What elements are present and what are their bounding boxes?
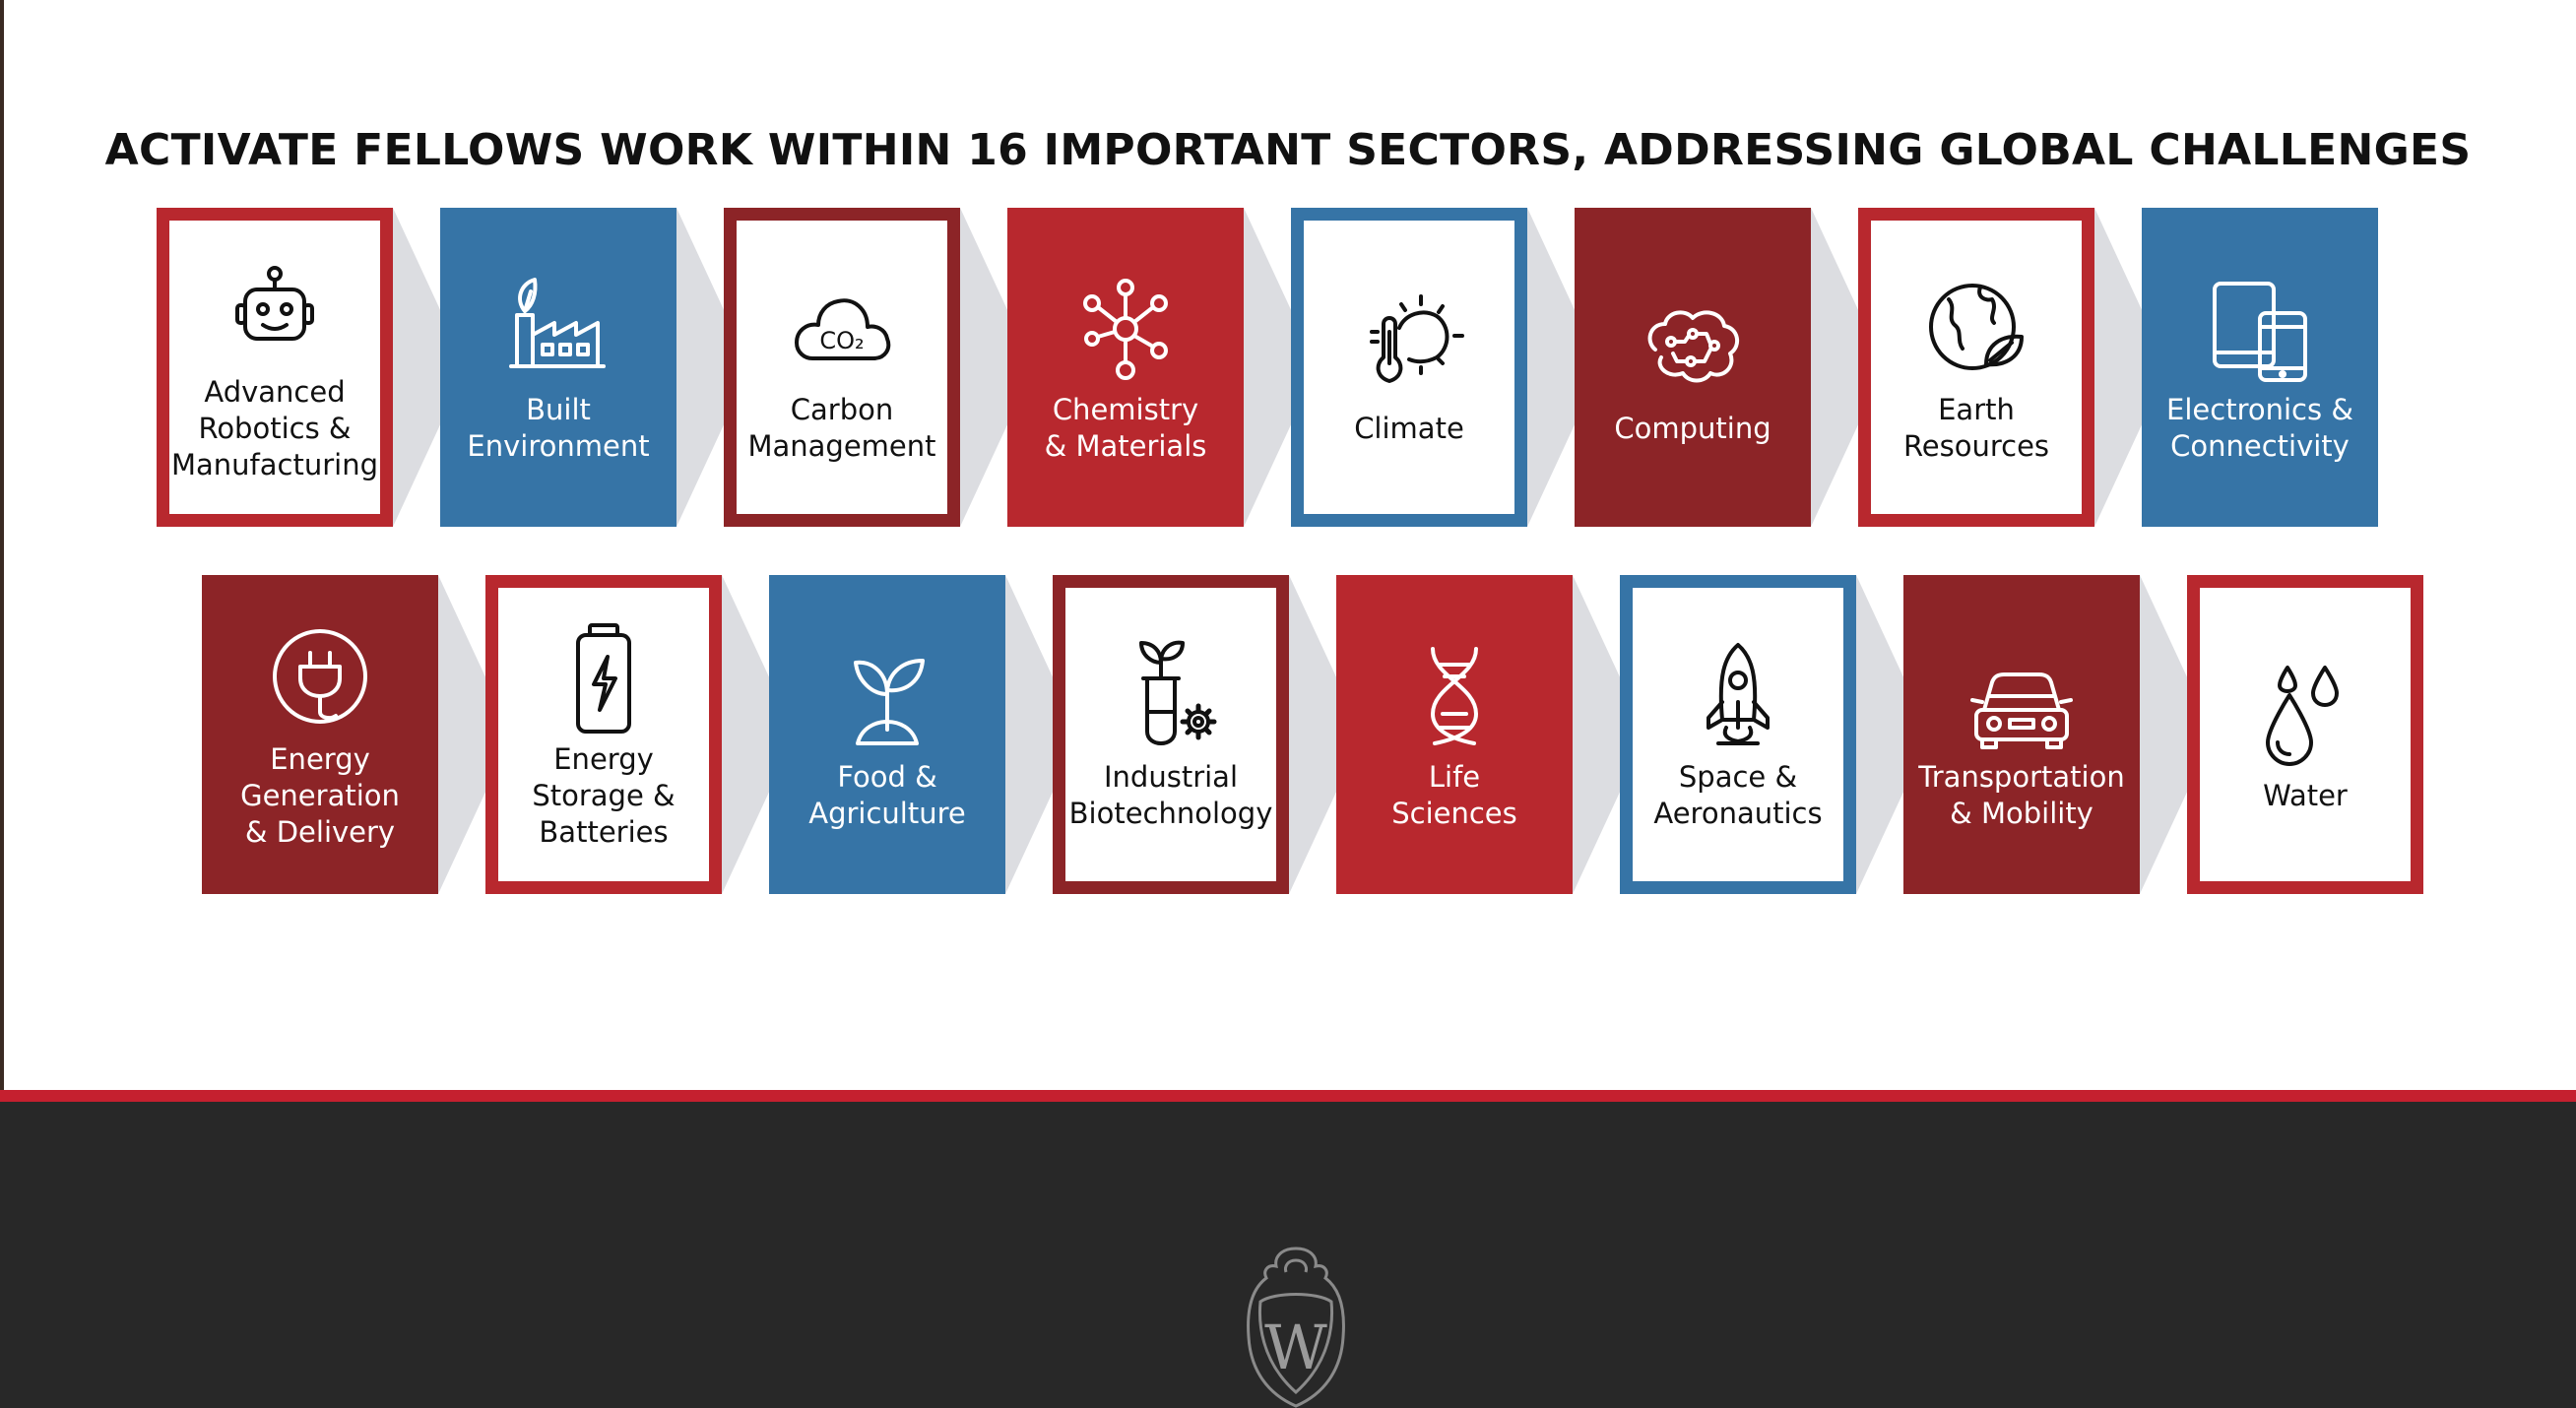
sector-tile-space-aeronautics: Space & Aeronautics bbox=[1620, 575, 1856, 894]
tile-body: Built Environment bbox=[440, 208, 676, 527]
car-icon bbox=[1970, 672, 2073, 749]
sector-tile-carbon-management: CO₂ Carbon Management bbox=[724, 208, 960, 527]
plug-icon bbox=[273, 628, 367, 724]
sector-label: Space & Aeronautics bbox=[1653, 760, 1823, 830]
sector-tile-earth-resources: Earth Resources bbox=[1858, 208, 2094, 527]
sector-label: Climate bbox=[1354, 411, 1464, 445]
tile-fold-shadow bbox=[1244, 208, 1291, 527]
tile-body: Transportation & Mobility bbox=[1903, 575, 2140, 894]
sector-tile-food-agriculture: Food & Agriculture bbox=[769, 575, 1005, 894]
factory-icon bbox=[509, 278, 606, 368]
page-title: ACTIVATE FELLOWS WORK WITHIN 16 IMPORTAN… bbox=[104, 125, 2472, 176]
water-drops-icon bbox=[2266, 665, 2339, 766]
sector-label: Life Sciences bbox=[1391, 760, 1517, 830]
svg-text:CO₂: CO₂ bbox=[819, 327, 864, 354]
rocket-icon bbox=[1707, 643, 1770, 745]
tile-body: Industrial Biotechnology bbox=[1065, 588, 1276, 881]
sectors-row-1: Advanced Robotics & Manufacturing Built E… bbox=[157, 208, 2382, 527]
sector-label: Chemistry & Materials bbox=[1044, 393, 1207, 463]
university-crest-icon: W bbox=[1247, 1247, 1345, 1408]
tile-fold-shadow bbox=[1527, 208, 1575, 527]
molecule-icon bbox=[1083, 279, 1168, 380]
tile-fold-shadow bbox=[2094, 208, 2142, 527]
svg-text:W: W bbox=[1264, 1312, 1327, 1383]
footer bbox=[0, 1102, 2576, 1408]
sector-label: Water bbox=[2263, 778, 2348, 812]
tile-body: Food & Agriculture bbox=[769, 575, 1005, 894]
robot-icon bbox=[235, 265, 314, 341]
sector-label: Energy Generation & Delivery bbox=[240, 741, 400, 849]
footer-accent-stripe bbox=[0, 1090, 2576, 1102]
sector-tile-electronics-connectivity: Electronics & Connectivity bbox=[2142, 208, 2378, 527]
tile-body: Earth Resources bbox=[1871, 221, 2082, 514]
tile-body: Water bbox=[2200, 588, 2411, 881]
sector-tile-life-sciences: Life Sciences bbox=[1336, 575, 1573, 894]
tile-body: Life Sciences bbox=[1336, 575, 1573, 894]
sector-label: Carbon Management bbox=[747, 393, 936, 463]
sprout-icon bbox=[854, 659, 925, 745]
sector-label: Computing bbox=[1614, 411, 1771, 445]
sector-label: Energy Storage & Batteries bbox=[532, 741, 676, 849]
sector-label: Earth Resources bbox=[1902, 393, 2050, 463]
tile-fold-shadow bbox=[1005, 575, 1053, 894]
tile-fold-shadow bbox=[438, 575, 485, 894]
sector-label: Food & Agriculture bbox=[808, 760, 966, 830]
sector-label: Electronics & Connectivity bbox=[2166, 393, 2353, 463]
tile-body: Space & Aeronautics bbox=[1633, 588, 1843, 881]
sector-tile-computing: Computing bbox=[1575, 208, 1811, 527]
sector-tile-industrial-biotechnology: Industrial Biotechnology bbox=[1053, 575, 1289, 894]
tile-fold-shadow bbox=[722, 575, 769, 894]
sector-label: Advanced Robotics & Manufacturing bbox=[171, 374, 378, 481]
tile-body: CO₂ Carbon Management bbox=[737, 221, 947, 514]
circuit-brain-icon bbox=[1647, 309, 1740, 382]
tile-body: Advanced Robotics & Manufacturing bbox=[169, 221, 380, 514]
tile-fold-shadow bbox=[1856, 575, 1903, 894]
co2-cloud-icon: CO₂ bbox=[795, 298, 891, 360]
thermometer-sun-icon bbox=[1370, 293, 1464, 383]
sectors-row-2: Energy Generation & Delivery Energy Stora… bbox=[202, 575, 2427, 894]
devices-icon bbox=[2213, 282, 2307, 382]
tile-fold-shadow bbox=[1289, 575, 1336, 894]
sector-tile-transportation-mobility: Transportation & Mobility bbox=[1903, 575, 2140, 894]
tile-fold-shadow bbox=[1811, 208, 1858, 527]
sector-tile-chemistry-materials: Chemistry & Materials bbox=[1007, 208, 1244, 527]
sector-tile-water: Water bbox=[2187, 575, 2423, 894]
sector-tile-energy-storage: Energy Storage & Batteries bbox=[485, 575, 722, 894]
tile-body: Energy Storage & Batteries bbox=[498, 588, 709, 881]
tile-body: Climate bbox=[1304, 221, 1514, 514]
sector-label: Industrial Biotechnology bbox=[1068, 760, 1273, 830]
battery-icon bbox=[576, 622, 631, 734]
tile-fold-shadow bbox=[960, 208, 1007, 527]
tile-fold-shadow bbox=[393, 208, 440, 527]
dna-icon bbox=[1431, 647, 1478, 745]
tile-body: Electronics & Connectivity bbox=[2142, 208, 2378, 527]
tile-fold-shadow bbox=[676, 208, 724, 527]
tile-fold-shadow bbox=[1573, 575, 1620, 894]
sector-tile-built-environment: Built Environment bbox=[440, 208, 676, 527]
sector-label: Transportation & Mobility bbox=[1918, 760, 2125, 830]
globe-leaf-icon bbox=[1929, 284, 2024, 370]
tile-body: Computing bbox=[1575, 208, 1811, 527]
sector-label: Built Environment bbox=[467, 393, 650, 463]
tile-fold-shadow bbox=[2140, 575, 2187, 894]
tile-body: Energy Generation & Delivery bbox=[202, 575, 438, 894]
tile-body: Chemistry & Materials bbox=[1007, 208, 1244, 527]
sector-tile-climate: Climate bbox=[1291, 208, 1527, 527]
sector-tile-advanced-robotics: Advanced Robotics & Manufacturing bbox=[157, 208, 393, 527]
page-left-edge bbox=[0, 0, 4, 1093]
test-tube-gear-icon bbox=[1139, 640, 1217, 745]
sector-tile-energy-generation: Energy Generation & Delivery bbox=[202, 575, 438, 894]
